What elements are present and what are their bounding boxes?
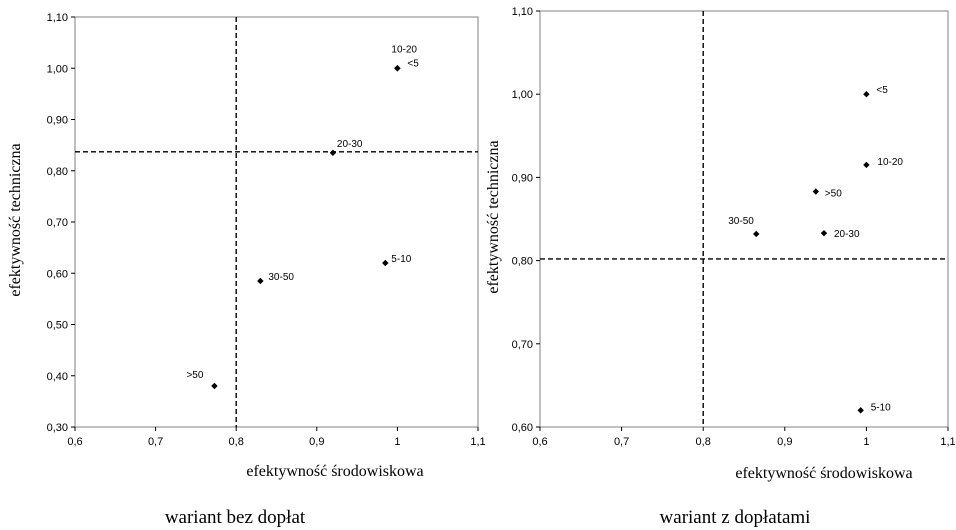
- y-tick-label: 0,80: [512, 256, 533, 268]
- data-point-label: 10-20: [391, 44, 417, 55]
- y-tick-label: 0,90: [512, 172, 533, 184]
- x-tick-label: 0,8: [229, 436, 244, 448]
- x-tick-label: 1,1: [470, 436, 485, 448]
- y-tick-label: 0,70: [512, 339, 533, 351]
- x-tick-label: 1,1: [940, 436, 955, 448]
- x-tick-label: 0,6: [532, 436, 547, 448]
- y-tick-label: 1,10: [512, 6, 533, 18]
- x-tick-label: 0,7: [148, 436, 163, 448]
- y-tick-label: 0,60: [47, 268, 68, 280]
- x-tick-label: 0,6: [67, 436, 82, 448]
- data-point-marker: [394, 65, 401, 72]
- y-tick-label: 0,90: [47, 115, 68, 127]
- data-point-marker: [257, 277, 264, 285]
- y-tick-label: 1,00: [47, 63, 68, 75]
- data-point-label: 10-20: [877, 157, 903, 168]
- x-axis-title: efektywność środowiskowa: [246, 463, 423, 480]
- data-point-label: <5: [876, 85, 888, 96]
- data-point-marker: [211, 382, 218, 390]
- y-tick-label: 0,50: [47, 320, 68, 332]
- data-point-marker: [863, 91, 870, 98]
- data-point-marker: [863, 161, 870, 169]
- x-tick-label: 1: [863, 436, 869, 448]
- y-tick-label: 1,10: [47, 12, 68, 24]
- y-tick-label: 0,80: [47, 166, 68, 178]
- x-tick-label: 0,9: [777, 436, 792, 448]
- x-axis-title: efektywność środowiskowa: [735, 465, 912, 482]
- x-tick-label: 0,8: [696, 436, 711, 448]
- panel-caption: wariant bez dopłat: [165, 507, 306, 528]
- data-point-label: 20-30: [337, 139, 363, 150]
- data-point-label: <5: [407, 58, 419, 69]
- data-point-label: 20-30: [834, 229, 860, 240]
- data-point-label: >50: [186, 370, 203, 381]
- y-axis-title: efektywność techniczna: [7, 143, 24, 296]
- y-tick-label: 0,30: [47, 422, 68, 434]
- data-point-marker: [820, 229, 828, 237]
- chart-panel-2: 0,60 0,70 0,80 0,90 1,00 1,10 0,6 0,7 0,8 0,9 1 1,1…: [485, 6, 956, 528]
- data-point-label: 5-10: [391, 254, 411, 265]
- x-tick-label: 0,9: [309, 436, 324, 448]
- data-point-marker: [329, 149, 337, 157]
- y-axis-title: efektywność techniczna: [485, 140, 502, 293]
- chart-panel-1: 0,30 0,40 0,50 0,60 0,70 0,80 0,90 1,00 1,10 0,6 0…: [7, 12, 486, 528]
- data-point-marker: [382, 259, 389, 267]
- data-point-marker: [812, 188, 820, 195]
- y-tick-label: 0,70: [47, 217, 68, 229]
- data-point-label: >50: [825, 189, 842, 200]
- y-tick-label: 0,40: [47, 371, 68, 383]
- x-tick-label: 1: [394, 436, 400, 448]
- plot-area: [74, 16, 479, 428]
- x-tick-label: 0,7: [614, 436, 629, 448]
- y-tick-label: 1,00: [512, 89, 533, 101]
- plot-area: [539, 10, 949, 428]
- data-point-marker: [857, 407, 864, 414]
- panel-caption: wariant z dopłatami: [660, 507, 811, 528]
- data-point-label: 30-50: [728, 216, 754, 227]
- data-point-marker: [753, 230, 760, 238]
- data-point-label: 30-50: [268, 272, 294, 283]
- data-point-label: 5-10: [871, 402, 891, 413]
- y-tick-label: 0,60: [512, 422, 533, 434]
